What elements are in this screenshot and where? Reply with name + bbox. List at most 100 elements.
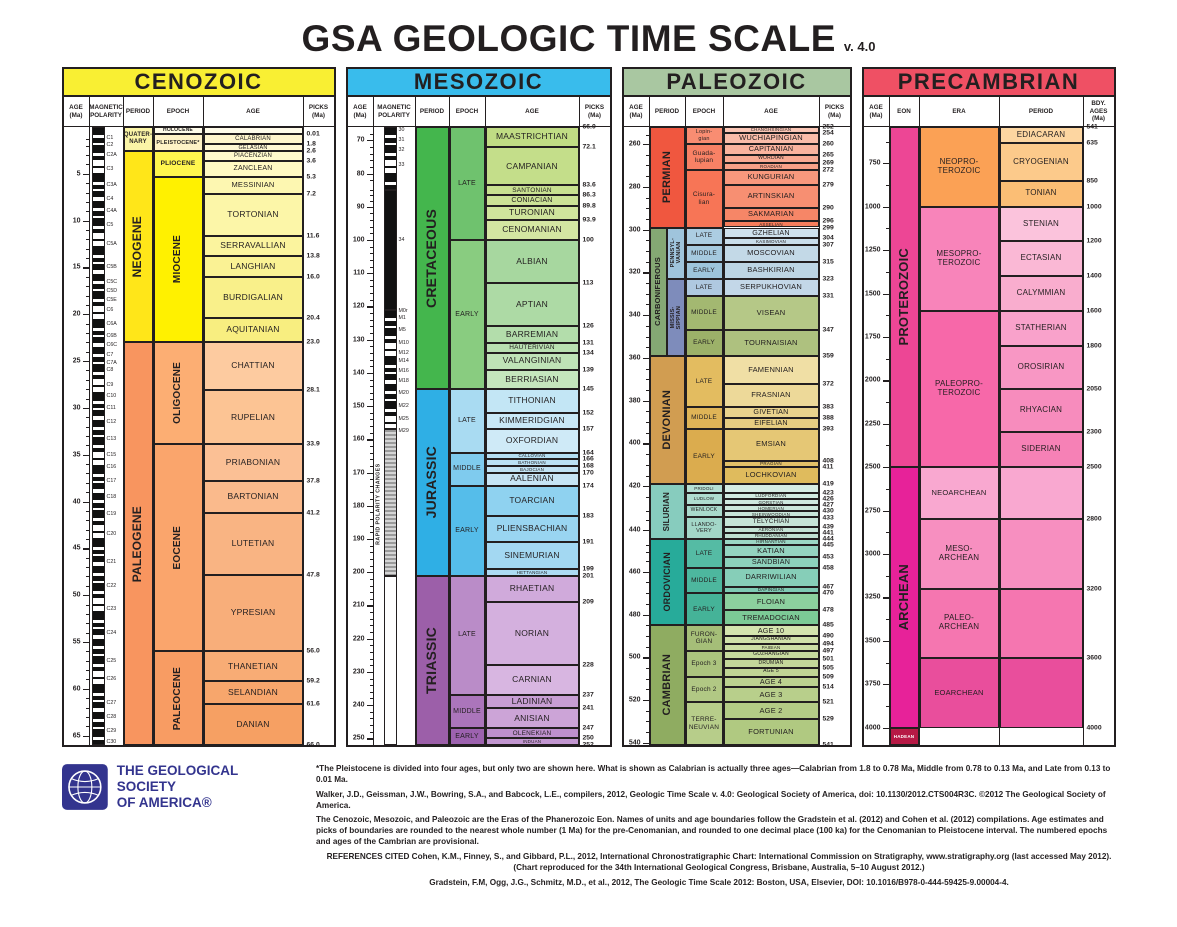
polarity-stripe	[384, 390, 396, 394]
label: DAPINGIAN	[757, 587, 785, 593]
minor-tick	[85, 520, 89, 522]
chron-c20: C20	[106, 531, 117, 538]
minor-tick	[369, 246, 373, 248]
tick-260	[642, 144, 649, 146]
polarity-stripe	[384, 185, 396, 189]
pick-28.1: 28.1	[306, 386, 320, 394]
column-mesozoic-epoch: LATE EARLY LATE MIDDLE EARLY LATE MIDDLE EARLY	[449, 127, 486, 745]
minor-tick	[369, 432, 373, 434]
header-precambrian-age-scale: AGE (Ma)	[864, 97, 890, 126]
cell-late: LATE	[449, 389, 485, 453]
tick-120	[366, 306, 373, 308]
minor-tick	[85, 211, 89, 213]
header-paleozoic-age: AGE	[724, 97, 820, 126]
body-mesozoic: 70 80 90 100 110 120 130 140 150 160 170 180 190 200 2…	[348, 124, 610, 749]
tick-label-15: 15	[72, 263, 81, 271]
label: TOARCIAN	[509, 495, 555, 506]
cell-aptian: APTIAN	[485, 283, 579, 327]
minor-tick	[369, 266, 373, 268]
pick-1000: 1000	[1086, 203, 1102, 211]
polarity-stripe	[92, 460, 104, 465]
tick-label-3750: 3750	[864, 680, 881, 688]
polarity-stripe	[384, 320, 396, 326]
cell-precambrian-unlabeled	[999, 519, 1083, 589]
pick-426: 426	[822, 495, 834, 503]
column-cenozoic-magnetic-polarity: C1 C2 C2A C3 C3A C4 C4A C5 C5A C5B C5C C5D C5E C6 C6A C…	[90, 127, 124, 745]
cell-precambrian-unlabeled	[999, 467, 1083, 520]
polarity-stripe	[92, 182, 104, 185]
label: EARLY	[455, 732, 479, 740]
minor-tick	[85, 370, 89, 372]
cell-gzhelian: GZHELIAN	[723, 227, 819, 239]
label: MISSIS- SIPPIAN	[669, 305, 682, 329]
pick-139: 139	[582, 366, 594, 374]
pick-4000: 4000	[1086, 724, 1102, 732]
polarity-stripe	[92, 173, 104, 182]
tick-15	[82, 267, 89, 269]
minor-tick	[369, 319, 373, 321]
polarity-stripe	[384, 138, 396, 143]
minor-tick	[645, 561, 649, 563]
polarity-stripe	[92, 435, 104, 437]
polarity-stripe	[92, 566, 104, 573]
label: CENOMANIAN	[502, 224, 562, 235]
tick-320	[642, 272, 649, 274]
label: EIFELIAN	[754, 418, 788, 428]
polarity-stripe	[92, 189, 104, 191]
minor-tick	[369, 731, 373, 733]
label: DANIAN	[236, 718, 270, 729]
pick-199: 199	[582, 565, 594, 573]
minor-tick	[369, 479, 373, 481]
minor-tick	[369, 612, 373, 614]
polarity-zone	[383, 309, 397, 430]
pick-260: 260	[822, 140, 834, 148]
tick-1250	[882, 250, 889, 252]
tick-label-500: 500	[628, 653, 641, 661]
polarity-stripe	[92, 291, 104, 299]
pick-1600: 1600	[1086, 307, 1102, 315]
minor-tick	[645, 411, 649, 413]
tick-label-10: 10	[72, 217, 81, 225]
tick-label-3000: 3000	[864, 550, 881, 558]
cell-thanetian: THANETIAN	[203, 651, 303, 682]
tick-label-3500: 3500	[864, 637, 881, 645]
label: MIDDLE	[453, 707, 481, 715]
tick-label-50: 50	[72, 591, 81, 599]
column-headers-paleozoic: AGE (Ma) PERIOD EPOCH AGE PICKS (Ma)	[623, 97, 850, 127]
chron-m25: M25	[398, 416, 409, 423]
polarity-stripe	[92, 556, 104, 562]
column-precambrian-period: EDIACARAN CRYOGENIAN TONIAN STENIAN ECTASIAN…	[999, 127, 1084, 745]
polarity-stripe	[384, 327, 396, 336]
column-headers-precambrian: AGE (Ma) EON ERA PERIOD BDY. AGES (Ma)	[863, 97, 1114, 127]
polarity-stripe	[92, 299, 104, 302]
chron-c5c: C5C	[106, 278, 118, 285]
minor-tick	[85, 604, 89, 606]
tick-1000	[882, 206, 889, 208]
cell-coniacian: CONIACIAN	[485, 195, 579, 207]
polarity-stripe	[92, 656, 104, 664]
minor-tick	[369, 625, 373, 627]
panel-cenozoic: CENOZOIC AGE (Ma) MAGNETIC POLARITY PERIOD E…	[61, 67, 336, 749]
body-paleozoic: 260 280 300 320 340 360 380 400 420 440 460 480 500 5…	[624, 124, 850, 749]
polarity-stripe	[92, 667, 104, 671]
label: EARLY	[693, 452, 715, 460]
panel-title-cenozoic: CENOZOIC	[63, 69, 334, 97]
polarity-stripe	[92, 347, 104, 354]
label: HETTANGIAN	[516, 569, 548, 575]
pick-250: 250	[582, 734, 594, 742]
pick-47.8: 47.8	[306, 571, 320, 579]
cell-lopin-gian: Lopin- gian	[685, 127, 723, 145]
cell-neopro-terozoic: NEOPRO- TEROZOIC	[919, 127, 999, 207]
pick-441: 441	[822, 529, 834, 537]
polarity-stripe	[92, 722, 104, 727]
label: FRASNIAN	[751, 390, 791, 400]
minor-tick	[85, 304, 89, 306]
label: MESSINIAN	[231, 180, 275, 190]
minor-tick	[85, 492, 89, 494]
tick-230	[366, 671, 373, 674]
cell-olenekian: OLENEKIAN	[485, 728, 579, 739]
label: CHANGHSINGIAN	[750, 127, 792, 133]
pick-170: 170	[582, 469, 594, 477]
polarity-stripe	[384, 421, 396, 424]
polarity-stripe	[92, 328, 104, 331]
